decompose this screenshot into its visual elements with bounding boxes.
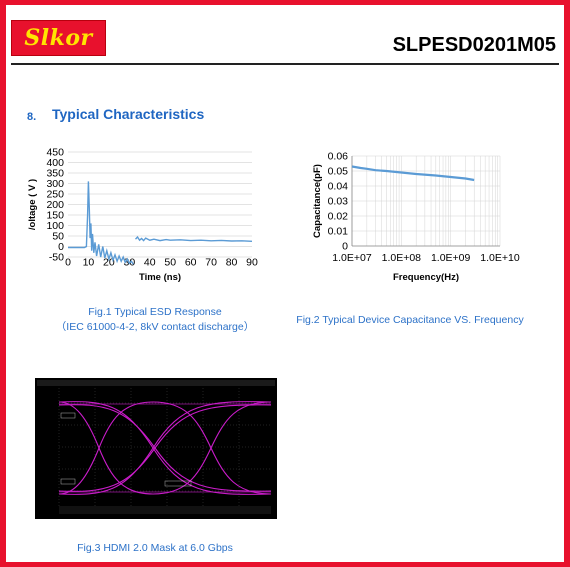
y-axis-label: Capacitance(pF) xyxy=(312,164,323,238)
x-tick-label: 1.0E+09 xyxy=(431,252,471,264)
y-tick-label: 200 xyxy=(46,199,64,211)
series-line xyxy=(351,165,475,182)
eye-diagram-image xyxy=(35,378,277,519)
y-axis-label: /oltage ( V ) xyxy=(27,179,38,230)
y-tick-label: 0.03 xyxy=(328,196,349,208)
x-tick-label: 20 xyxy=(103,257,115,269)
part-number: SLPESD0201M05 xyxy=(392,34,556,56)
series-line xyxy=(134,235,253,242)
logo-text: Slkor xyxy=(24,25,93,51)
y-tick-label: 300 xyxy=(46,178,64,190)
x-tick-label: 90 xyxy=(246,257,258,269)
x-tick-label: 50 xyxy=(164,257,176,269)
y-tick-label: 250 xyxy=(46,189,64,201)
series-line xyxy=(68,181,134,265)
y-tick-label: 0 xyxy=(58,241,64,253)
y-tick-label: 0.01 xyxy=(328,226,349,238)
y-tick-label: 150 xyxy=(46,210,64,222)
figure-2-caption-title: Fig.2 Typical Device Capacitance VS. Fre… xyxy=(296,314,524,326)
x-tick-label: 80 xyxy=(226,257,238,269)
x-tick-label: 1.0E+08 xyxy=(382,252,422,264)
figure-1-caption: Fig.1 Typical ESD Response （IEC 61000-4-… xyxy=(50,305,260,335)
section-title: Typical Characteristics xyxy=(52,106,205,122)
y-tick-label: 50 xyxy=(52,231,64,243)
figure-1-caption-note: （IEC 61000-4-2, 8kV contact discharge） xyxy=(55,321,255,333)
figure-3-caption: Fig.3 HDMI 2.0 Mask at 6.0 Gbps xyxy=(40,541,270,556)
brand-logo: Slkor xyxy=(11,20,106,56)
y-tick-label: 0.04 xyxy=(328,181,349,193)
x-axis-label: Frequency(Hz) xyxy=(393,272,459,283)
y-tick-label: 450 xyxy=(46,147,64,159)
y-tick-label: 0.05 xyxy=(328,166,349,178)
x-tick-label: 60 xyxy=(185,257,197,269)
y-tick-label: 400 xyxy=(46,157,64,169)
figure-2-caption: Fig.2 Typical Device Capacitance VS. Fre… xyxy=(290,313,530,328)
capacitance-chart: 0 0.01 0.02 0.03 0.04 0.05 0.06 1.0E+07 1.0E+08 1… xyxy=(312,151,520,284)
x-tick-label: 70 xyxy=(205,257,217,269)
y-tick-label: 350 xyxy=(46,168,64,180)
figure-1-caption-title: Fig.1 Typical ESD Response xyxy=(88,306,222,318)
y-tick-label: 100 xyxy=(46,220,64,232)
x-tick-label: 0 xyxy=(65,257,71,269)
x-tick-label: 1.0E+07 xyxy=(332,252,372,264)
y-tick-label: 0.02 xyxy=(328,211,349,223)
x-tick-label: 40 xyxy=(144,257,156,269)
x-tick-label: 10 xyxy=(83,257,95,269)
x-axis-label: Time (ns) xyxy=(139,272,181,283)
header-divider xyxy=(11,63,559,65)
section-number: 8. xyxy=(27,111,37,123)
y-tick-label: 0 xyxy=(342,241,348,253)
y-tick-label: -50 xyxy=(49,252,64,264)
figure-3-caption-title: Fig.3 HDMI 2.0 Mask at 6.0 Gbps xyxy=(77,542,233,554)
y-tick-label: 0.06 xyxy=(328,151,349,163)
x-tick-label: 1.0E+10 xyxy=(480,252,520,264)
